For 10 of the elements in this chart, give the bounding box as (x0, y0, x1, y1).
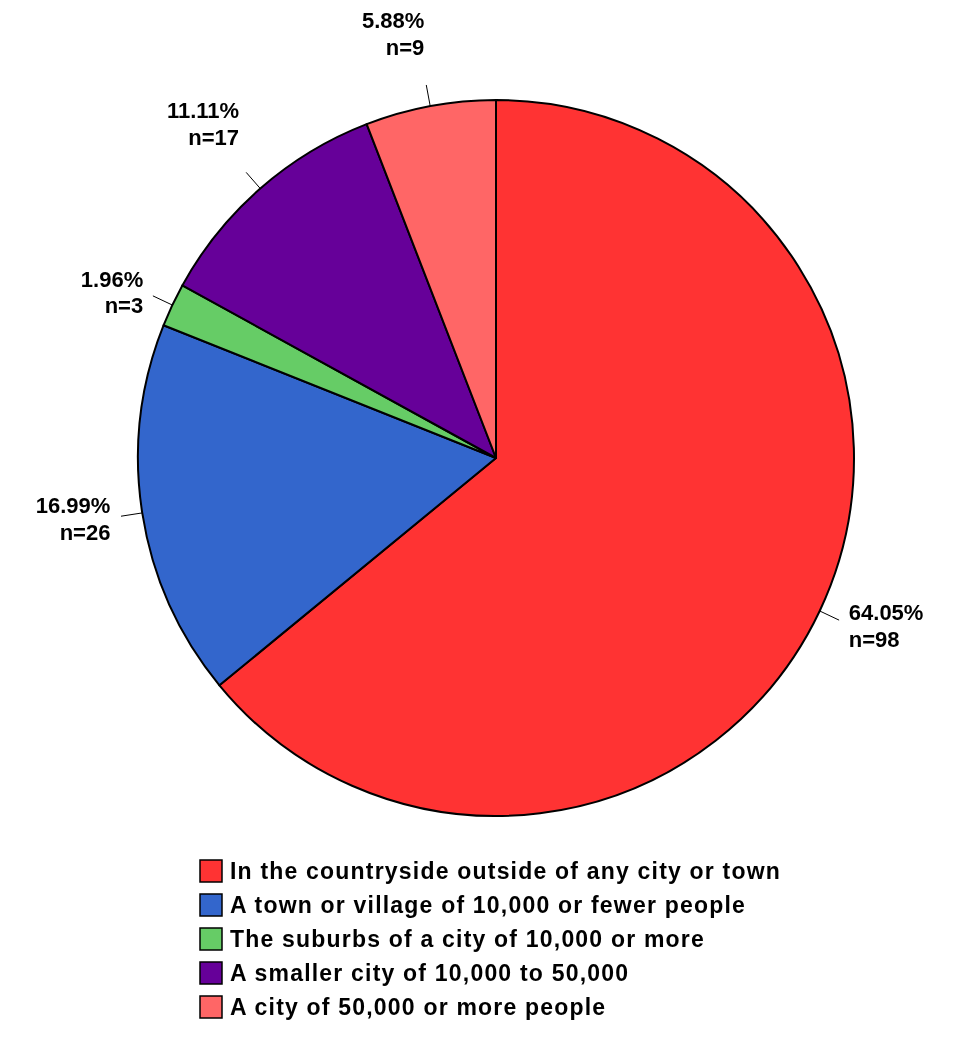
data-label: 64.05% n=98 (848, 600, 924, 652)
data-label: 1.96% n=3 (80, 266, 144, 319)
legend-label: A city of 50,000 or more people (230, 994, 607, 1020)
legend-label: A smaller city of 10,000 to 50,000 (230, 960, 630, 986)
legend-label: A town or village of 10,000 or fewer people (230, 892, 746, 918)
legend-label: In the countryside outside of any city or town (230, 858, 782, 884)
data-label: 5.88% n=9 (361, 8, 425, 60)
data-label: 16.99% n=26 (35, 493, 111, 545)
data-label: 11.11% n=17 (166, 98, 240, 150)
legend-label: The suburbs of a city of 10,000 or more (230, 926, 705, 952)
